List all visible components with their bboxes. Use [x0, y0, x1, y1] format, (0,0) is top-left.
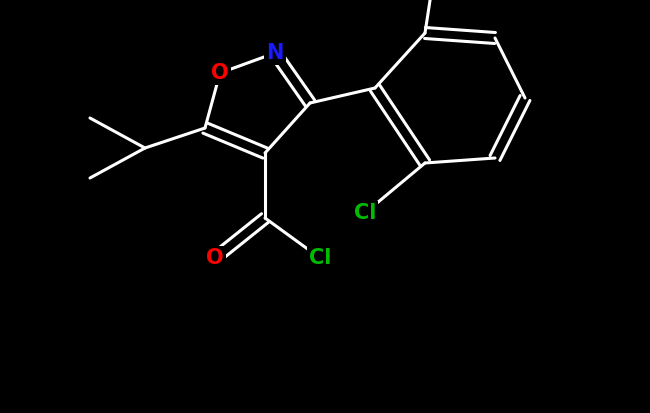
Text: O: O [206, 248, 224, 268]
Text: N: N [266, 43, 283, 63]
Text: Cl: Cl [309, 248, 332, 268]
Text: O: O [211, 63, 229, 83]
Text: Cl: Cl [354, 203, 376, 223]
